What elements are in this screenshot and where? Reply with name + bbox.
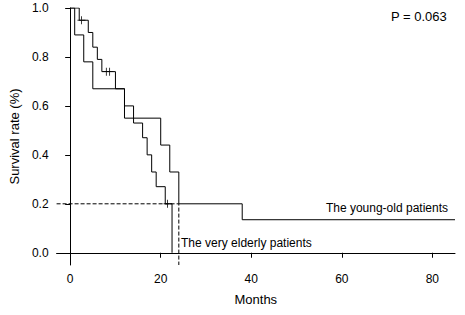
svg-text:80: 80 — [426, 272, 440, 286]
svg-text:P = 0.063: P = 0.063 — [391, 9, 447, 24]
svg-text:0: 0 — [67, 272, 74, 286]
svg-text:Survival rate (%): Survival rate (%) — [7, 88, 22, 184]
svg-text:40: 40 — [245, 272, 259, 286]
svg-text:0.4: 0.4 — [32, 148, 49, 162]
svg-text:The very elderly patients: The very elderly patients — [181, 236, 312, 250]
svg-text:The young-old patients: The young-old patients — [326, 201, 448, 215]
svg-text:0.0: 0.0 — [32, 246, 49, 260]
svg-text:Months: Months — [234, 292, 277, 307]
svg-text:0.8: 0.8 — [32, 50, 49, 64]
svg-text:1.0: 1.0 — [32, 1, 49, 15]
svg-text:0.6: 0.6 — [32, 99, 49, 113]
svg-text:20: 20 — [154, 272, 168, 286]
svg-text:60: 60 — [335, 272, 349, 286]
svg-text:0.2: 0.2 — [32, 197, 49, 211]
